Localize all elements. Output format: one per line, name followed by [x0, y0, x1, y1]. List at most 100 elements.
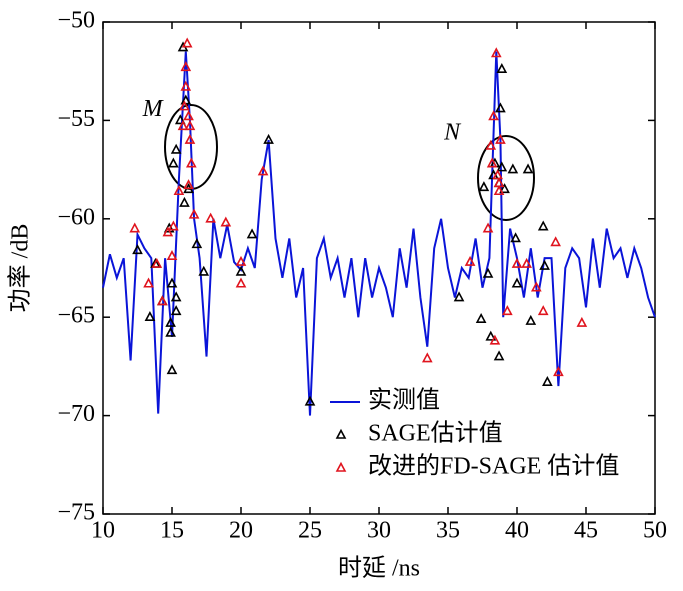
marker	[168, 220, 179, 231]
y-tick-label: −55	[57, 106, 95, 132]
marker	[507, 163, 519, 174]
marker	[499, 183, 510, 194]
marker	[496, 63, 508, 74]
marker	[495, 133, 506, 144]
x-axis-label: 时延 /ns	[338, 555, 420, 582]
marker	[511, 277, 523, 288]
marker	[263, 133, 274, 144]
marker	[173, 185, 185, 196]
marker	[180, 80, 192, 91]
y-tick-label: −65	[57, 303, 95, 329]
marker	[185, 157, 197, 168]
marker	[143, 277, 154, 288]
annotation: M	[142, 96, 165, 122]
x-tick-label: 35	[436, 518, 460, 544]
y-tick-label: −75	[57, 500, 95, 526]
marker	[165, 316, 176, 327]
marker	[144, 311, 156, 321]
marker	[205, 212, 216, 223]
marker	[537, 220, 549, 231]
marker	[475, 312, 487, 323]
marker	[132, 244, 143, 255]
y-axis-label: 功率 /dB	[7, 224, 34, 313]
marker	[168, 157, 179, 168]
marker	[246, 228, 258, 239]
marker	[235, 255, 247, 266]
marker	[184, 133, 196, 144]
marker	[166, 364, 178, 375]
marker	[162, 226, 174, 237]
marker	[492, 169, 504, 180]
marker	[191, 238, 203, 249]
marker	[482, 222, 494, 233]
legend-label: 改进的FD-SAGE 估计值	[368, 453, 619, 480]
marker	[183, 110, 194, 121]
marker	[179, 100, 190, 111]
marker	[482, 267, 494, 278]
marker	[170, 305, 182, 316]
marker	[530, 281, 542, 292]
ellipse-n	[477, 135, 535, 221]
marker	[166, 249, 178, 260]
marker	[525, 314, 537, 325]
marker	[183, 179, 194, 190]
marker	[542, 375, 553, 386]
marker	[550, 236, 561, 247]
marker	[257, 165, 269, 176]
y-tick-label: −50	[57, 8, 95, 34]
marker	[184, 120, 196, 131]
marker	[421, 352, 433, 363]
marker	[151, 257, 163, 268]
legend-marker	[335, 428, 347, 439]
x-tick-label: 20	[229, 518, 253, 544]
x-tick-label: 10	[91, 518, 115, 544]
marker	[235, 277, 247, 288]
marker	[181, 37, 193, 48]
marker	[166, 277, 178, 288]
marker	[489, 334, 501, 345]
marker	[485, 330, 497, 341]
marker	[510, 232, 521, 243]
x-tick-label: 40	[505, 518, 529, 544]
marker	[493, 177, 505, 188]
marker	[521, 257, 532, 268]
marker	[235, 265, 247, 276]
marker	[170, 143, 182, 154]
marker	[464, 255, 476, 266]
marker	[495, 102, 506, 113]
marker	[180, 61, 192, 72]
marker	[485, 139, 497, 150]
marker	[220, 216, 232, 227]
legend-label: SAGE估计值	[368, 420, 503, 447]
marker	[478, 181, 490, 192]
annotation: N	[443, 120, 462, 146]
marker	[170, 291, 182, 302]
x-tick-label: 50	[643, 518, 667, 544]
data-line	[102, 51, 656, 416]
marker	[198, 265, 210, 276]
marker	[129, 222, 141, 233]
marker	[553, 366, 564, 377]
marker	[165, 326, 176, 337]
marker	[537, 305, 549, 316]
marker	[453, 291, 465, 302]
marker	[493, 350, 505, 361]
x-tick-label: 30	[367, 518, 391, 544]
y-tick-label: −60	[57, 204, 95, 230]
marker	[174, 114, 186, 125]
marker	[493, 185, 505, 196]
marker	[488, 110, 499, 121]
marker	[188, 208, 200, 219]
marker	[496, 161, 508, 172]
legend-marker	[335, 461, 347, 472]
x-tick-label: 25	[298, 518, 322, 544]
marker	[539, 259, 550, 270]
marker	[157, 295, 168, 306]
marker	[502, 305, 513, 316]
y-tick-label: −70	[57, 401, 95, 427]
marker	[179, 196, 190, 207]
marker	[177, 120, 189, 131]
marker	[486, 157, 498, 168]
x-tick-label: 15	[160, 518, 184, 544]
